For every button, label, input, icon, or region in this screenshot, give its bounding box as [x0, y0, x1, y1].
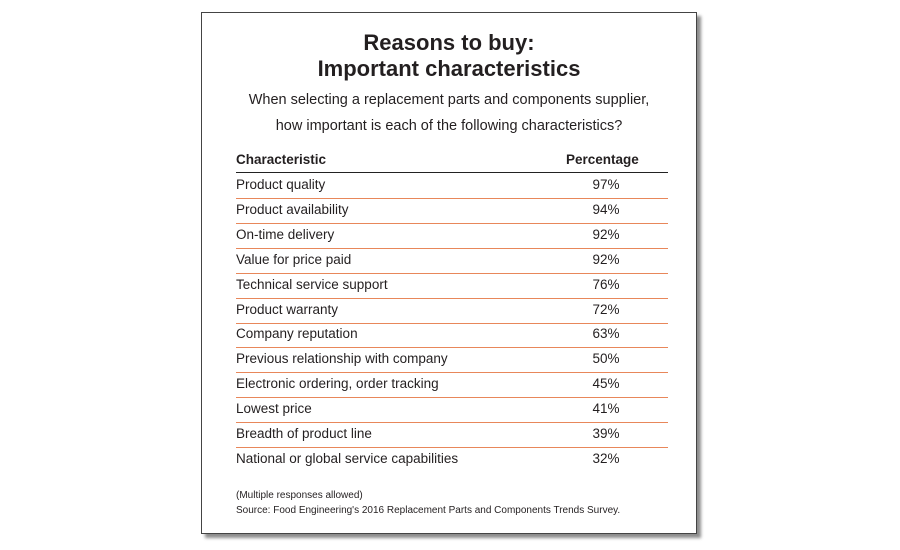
row-value: 50% [592, 351, 620, 367]
row-rule [236, 397, 668, 399]
row-label: On-time delivery [236, 226, 335, 242]
row-value: 92% [592, 251, 620, 267]
row-label: Product availability [236, 201, 349, 217]
title-line: Reasons to buy: [363, 30, 535, 55]
row-value: 32% [592, 450, 620, 466]
row-value: 94% [592, 201, 620, 217]
row-rule [236, 247, 668, 249]
row-value: 97% [592, 177, 620, 192]
row-rule [236, 347, 668, 349]
row-rule [236, 447, 668, 448]
row-rule [236, 372, 668, 374]
row-label: Product warranty [236, 301, 339, 317]
row-value: 76% [592, 276, 620, 292]
column-header: Percentage [566, 152, 639, 167]
row-label: Previous relationship with company [236, 351, 448, 367]
row-label: Lowest price [236, 401, 312, 417]
subtitle-line: When selecting a replacement parts and c… [248, 92, 650, 108]
note: (Multiple responses allowed) [236, 490, 363, 501]
row-value: 92% [592, 226, 620, 242]
row-rule [236, 422, 668, 424]
row-value: 41% [592, 401, 620, 417]
row-label: Breadth of product line [236, 426, 372, 441]
subtitle-line: how important is each of the following c… [275, 118, 623, 134]
row-label: Company reputation [236, 326, 358, 342]
note: Source: Food Engineering's 2016 Replacem… [236, 505, 621, 516]
title-line: Important characteristics [317, 56, 581, 81]
row-label: Electronic ordering, order tracking [236, 376, 439, 392]
row-label: National or global service capabilities [236, 450, 459, 466]
row-value: 39% [592, 426, 620, 441]
header-rule [236, 172, 668, 173]
row-value: 45% [592, 376, 620, 392]
row-label: Value for price paid [236, 251, 352, 267]
row-value: 72% [592, 301, 620, 317]
row-rule [236, 322, 668, 324]
row-rule [236, 222, 668, 224]
column-header: Characteristic [236, 152, 327, 167]
card: Reasons to buy: Important characteristic… [201, 12, 697, 534]
row-value: 63% [592, 326, 620, 342]
row-rule [236, 272, 668, 274]
row-label: Product quality [236, 177, 326, 192]
row-rule [236, 297, 668, 299]
row-label: Technical service support [236, 276, 388, 292]
row-rule [236, 198, 668, 199]
